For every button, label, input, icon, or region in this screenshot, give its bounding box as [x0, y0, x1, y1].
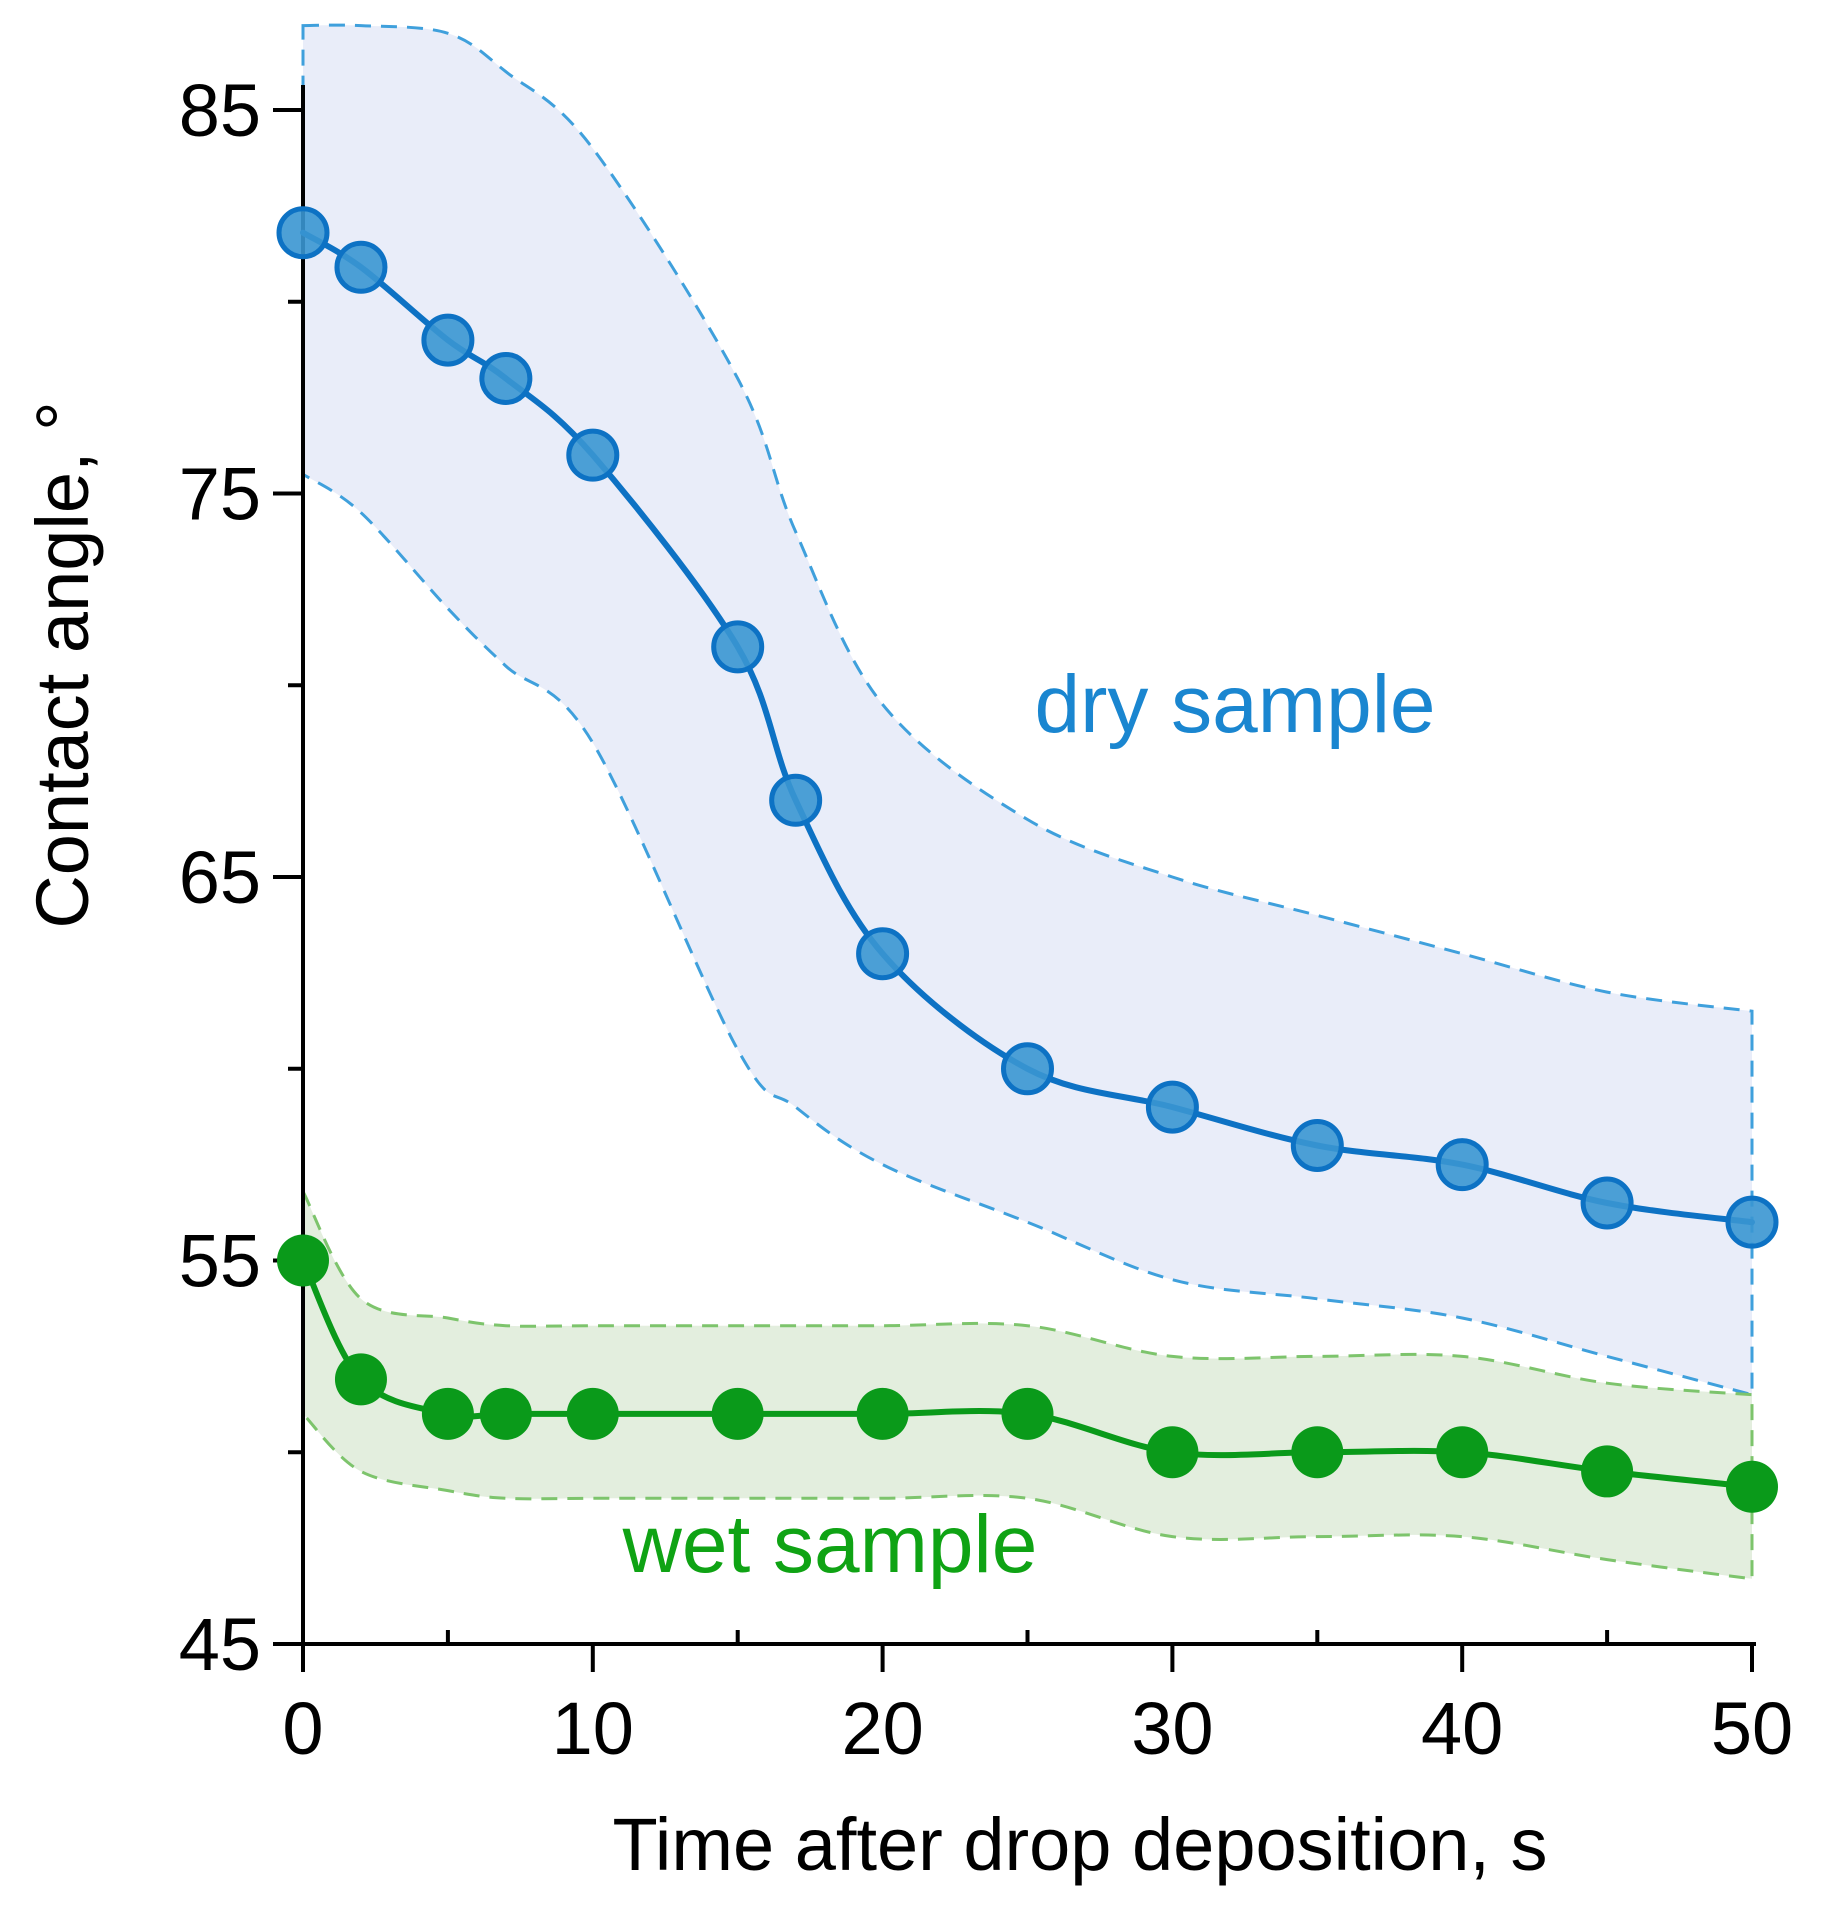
data-point-wet [334, 1353, 387, 1406]
data-point-wet [1581, 1445, 1634, 1498]
data-point-dry [769, 773, 823, 827]
data-point-wet [1291, 1426, 1344, 1479]
x-tick-label: 30 [1131, 1687, 1213, 1770]
series-labels: dry sample wet sample [622, 659, 1436, 1590]
data-point-dry [856, 927, 910, 981]
data-point-wet [1436, 1426, 1489, 1479]
y-tick-label: 85 [179, 69, 261, 152]
data-point-dry [479, 351, 533, 405]
data-point-dry [276, 206, 330, 260]
data-point-wet [421, 1387, 474, 1440]
data-point-wet [711, 1387, 764, 1440]
data-point-wet [856, 1387, 909, 1440]
data-point-wet [566, 1387, 619, 1440]
data-point-dry [1435, 1138, 1489, 1192]
dry-sample-label: dry sample [1034, 659, 1435, 750]
data-point-wet [1146, 1426, 1199, 1479]
x-tick-label: 50 [1711, 1687, 1793, 1770]
y-axis-title: Contact angle, ° [21, 401, 104, 928]
y-tick-label: 55 [179, 1220, 261, 1303]
x-tick-label: 40 [1421, 1687, 1503, 1770]
confidence-bands [301, 23, 1754, 1581]
data-point-dry [334, 240, 388, 294]
data-point-dry [1725, 1195, 1779, 1249]
data-point-dry [421, 313, 475, 367]
data-point-wet [1001, 1387, 1054, 1440]
y-tick-label: 45 [179, 1603, 261, 1686]
data-point-dry [1001, 1042, 1054, 1096]
data-point-dry [1145, 1080, 1199, 1134]
data-point-dry [711, 620, 765, 674]
data-point-wet [479, 1387, 532, 1440]
data-point-wet [1726, 1460, 1778, 1513]
data-point-dry [1290, 1118, 1344, 1172]
y-tick-label: 75 [179, 453, 261, 536]
data-point-dry [566, 428, 620, 482]
wet-sample-label: wet sample [622, 1499, 1038, 1590]
data-point-wet [277, 1234, 329, 1287]
x-tick-label: 10 [552, 1687, 634, 1770]
x-tick-label: 20 [841, 1687, 923, 1770]
series-points [276, 206, 1779, 1513]
x-tick-label: 0 [282, 1687, 323, 1770]
y-tick-label: 65 [179, 836, 261, 919]
data-point-dry [1580, 1176, 1634, 1230]
band-fill-dry [303, 25, 1752, 1395]
axes: 45 55 65 75 85 0 10 20 30 40 50 [179, 69, 1793, 1770]
x-axis-title: Time after drop deposition, s [612, 1803, 1547, 1886]
band-fill-wet [303, 1191, 1752, 1579]
band-edge-wet [301, 1190, 1754, 1581]
